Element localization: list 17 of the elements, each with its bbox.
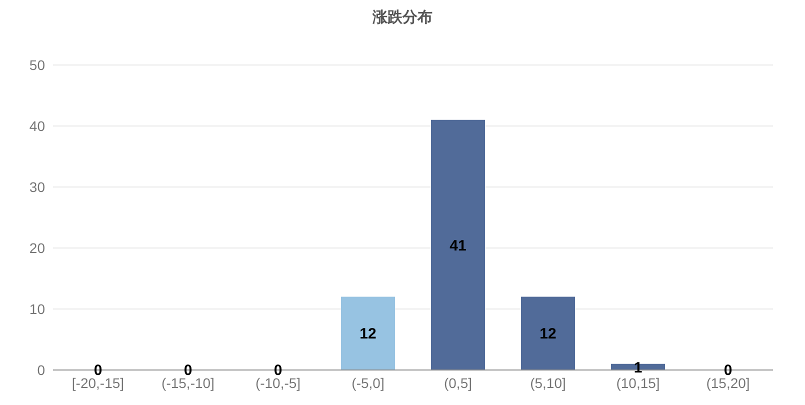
x-tick-label: (5,10] — [530, 374, 566, 391]
y-tick-label: 10 — [29, 300, 46, 317]
bar — [341, 296, 395, 370]
data-label: 12 — [540, 326, 556, 343]
x-tick-label: (10,15] — [616, 374, 660, 391]
x-tick-label: (0,5] — [444, 374, 472, 391]
y-tick-label: 50 — [29, 56, 46, 73]
x-tick-label: (-5,0] — [352, 374, 384, 391]
y-tick-label: 40 — [29, 118, 46, 134]
y-tick-label: 0 — [37, 362, 46, 378]
bar — [521, 296, 575, 370]
chart-title: 涨跌分布 — [372, 8, 434, 27]
y-tick-label: 30 — [29, 178, 46, 195]
bar — [431, 120, 485, 370]
data-label: 12 — [360, 326, 376, 343]
data-label: 41 — [450, 237, 466, 254]
y-tick-label: 20 — [29, 240, 46, 256]
